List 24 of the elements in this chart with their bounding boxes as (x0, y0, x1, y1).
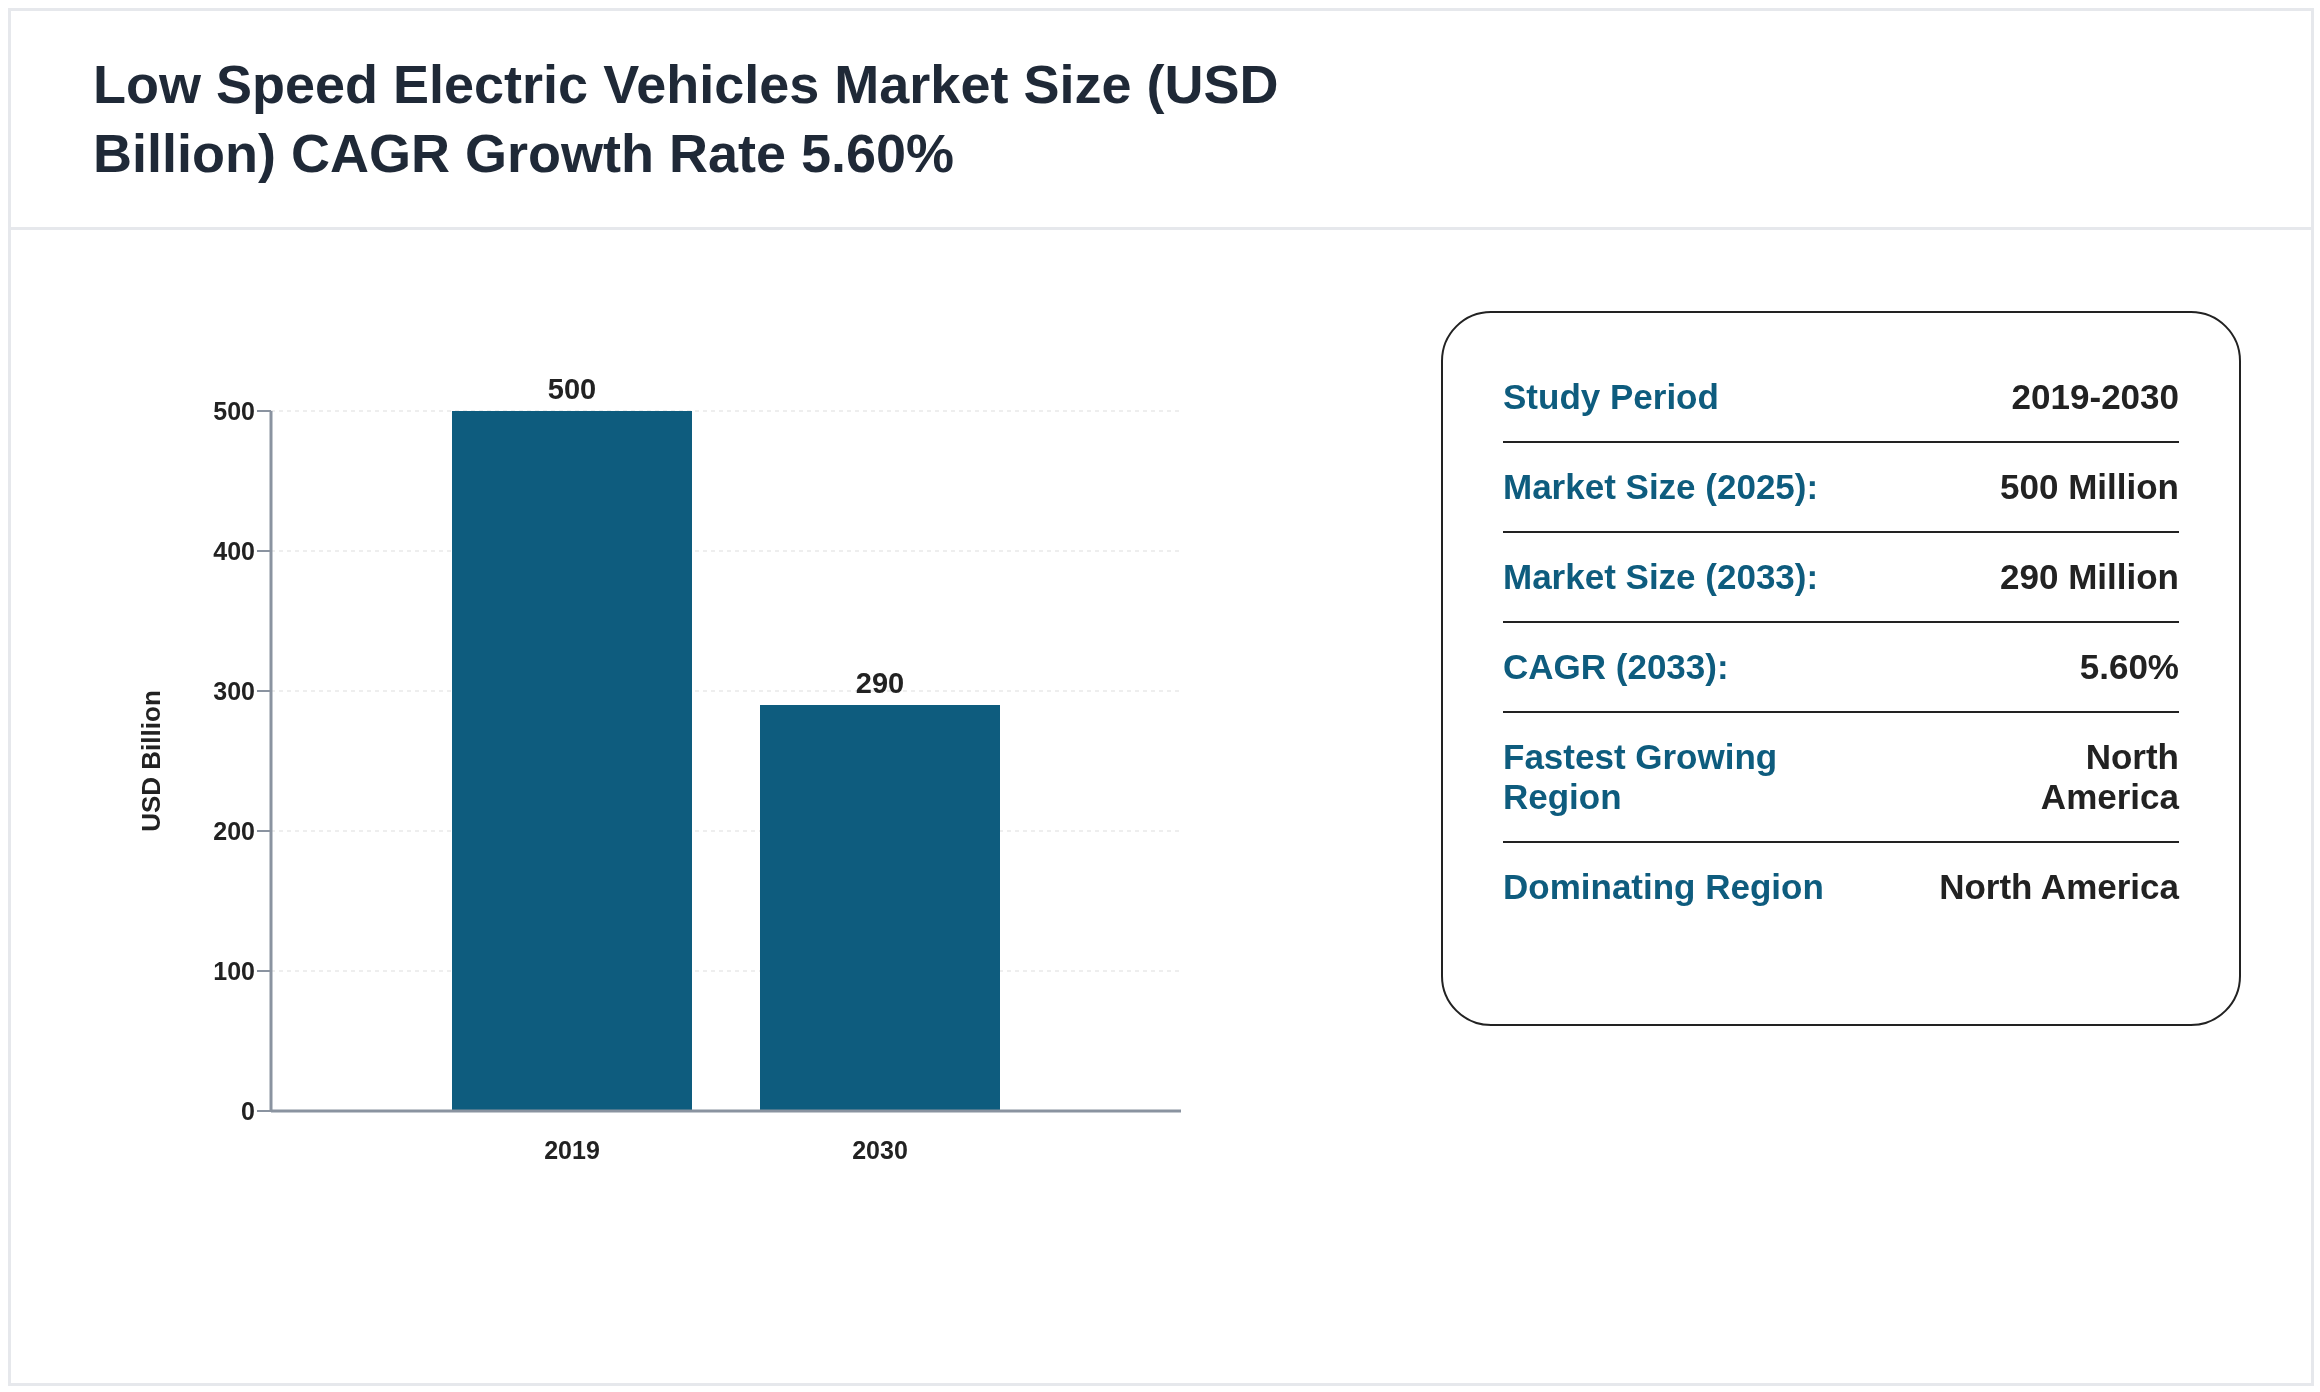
text: 500 Million (2000, 467, 2179, 507)
x-tick-label: 2019 (544, 1135, 600, 1164)
y-tick-label: 200 (213, 816, 255, 845)
text: Dominating Region (1503, 867, 1824, 907)
text: CAGR (2033): (1503, 647, 1729, 687)
text: 5.60% (2079, 647, 2179, 687)
y-tick-label: 500 (213, 396, 255, 425)
y-tick-label: 100 (213, 956, 255, 985)
text: North America (2039, 737, 2179, 817)
data-label: 290 (855, 667, 905, 699)
text: North America (1939, 867, 2179, 907)
text: 2019-2030 (2011, 377, 2179, 417)
text: Market Size (2025): (1503, 467, 1819, 507)
x-tick-label: 2030 (852, 1135, 908, 1164)
data-label: 500 (547, 373, 597, 405)
chart-title: Low Speed Electric Vehicles Market Size (USD Billion) CAGR Growth Rate 5.60% (93, 52, 1280, 185)
y-tick-label: 300 (213, 676, 255, 705)
text: 290 Million (2000, 557, 2179, 597)
y-tick-label: 400 (213, 536, 255, 565)
text: Study Period (1503, 377, 1719, 417)
text: Fastest Growing Region (1503, 737, 1779, 817)
y-tick-label: 0 (241, 1096, 255, 1125)
y-axis-title: USD Billion (136, 690, 167, 832)
text: Market Size (2033): (1503, 557, 1819, 597)
